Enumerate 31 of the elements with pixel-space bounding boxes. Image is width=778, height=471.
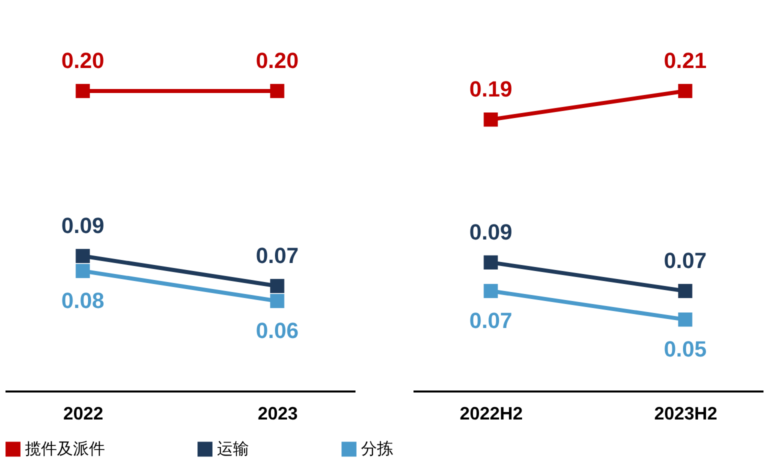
legend-label: 揽件及派件 [25, 440, 105, 458]
point [484, 255, 498, 270]
x-tick-label: 2022H2 [460, 404, 523, 424]
data-label: 0.07 [469, 308, 512, 333]
point [678, 284, 692, 298]
point [484, 112, 498, 127]
point [678, 312, 692, 327]
data-label: 0.06 [256, 318, 299, 343]
data-label: 0.20 [256, 48, 299, 73]
point [270, 294, 284, 308]
point [76, 84, 90, 98]
data-label: 0.19 [469, 76, 512, 102]
point [76, 248, 90, 264]
data-label: 0.09 [61, 213, 104, 238]
point [678, 84, 692, 98]
data-label: 0.08 [61, 288, 104, 313]
point [484, 284, 498, 298]
point [76, 264, 90, 278]
x-tick-label: 2023H2 [654, 404, 718, 424]
data-label: 0.21 [664, 48, 707, 73]
x-tick-label: 2022 [63, 404, 104, 424]
data-label: 0.07 [256, 243, 299, 268]
legend-label: 运输 [217, 440, 249, 458]
point [270, 84, 284, 98]
data-label: 0.05 [664, 336, 707, 362]
data-label: 0.07 [664, 248, 707, 273]
point [270, 278, 284, 294]
x-tick-label: 2023 [258, 404, 298, 424]
legend-label: 分拣 [361, 440, 393, 458]
data-label: 0.09 [469, 219, 512, 244]
data-label: 0.20 [61, 48, 104, 73]
